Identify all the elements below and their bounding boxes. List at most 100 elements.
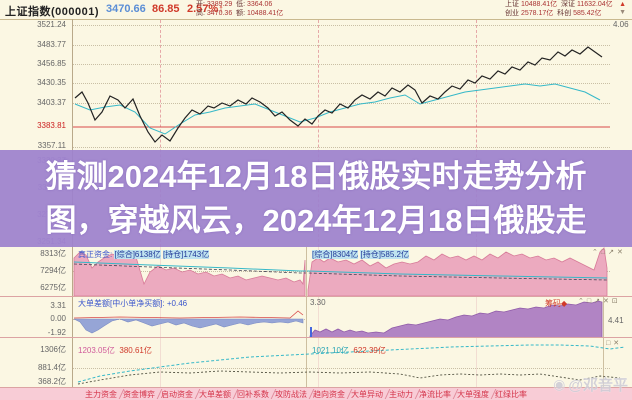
index-name: 上证指数(000001) <box>5 6 100 18</box>
close-icon[interactable]: ✕ <box>602 298 609 305</box>
gridline <box>73 45 610 46</box>
tab-indicator[interactable]: 大单强度 <box>454 389 492 400</box>
right-spine <box>603 297 604 387</box>
trend-dark-line <box>77 370 621 385</box>
pin-icon[interactable]: ⊡ <box>611 298 618 305</box>
tab-indicator[interactable]: 攻防战法 <box>272 389 310 400</box>
gridline <box>73 103 610 104</box>
diff-and-chips-chart <box>73 300 603 338</box>
funds-area-left <box>73 251 306 297</box>
gridline-vertical <box>318 20 319 247</box>
close-icon[interactable]: ✕ <box>616 249 623 256</box>
minimize-icon[interactable]: ⌃ <box>578 298 584 305</box>
tab-indicator[interactable]: 资金博弈 <box>120 389 158 400</box>
y-axis-label: 3430.35 <box>37 78 66 87</box>
maximize-icon[interactable]: □ <box>600 249 606 256</box>
header-bar: 上证指数(000001) 3470.66 86.85 2.57%↑ 开: 338… <box>0 0 632 20</box>
gridline <box>73 64 610 65</box>
prev-close-label: 3383.81 <box>37 121 66 130</box>
tab-indicator[interactable]: 红绿比率 <box>495 389 527 399</box>
watermark: ◉ @邓音平 <box>553 374 628 395</box>
funds-avg-line <box>73 261 608 279</box>
headline-line2: 图，穿越风云，2024年12月18日俄股走 <box>45 202 587 238</box>
tab-indicator[interactable]: 回补系数 <box>234 389 272 400</box>
indicator-tab-bar: 主力资金 资金博弈 启动资金 大单差额 回补系数 攻防战法 趋向资金 大单异动 … <box>0 388 632 400</box>
gridline-vertical <box>476 20 477 247</box>
tab-indicator[interactable]: 趋向资金 <box>310 389 348 400</box>
index-price: 3470.66 <box>106 3 146 15</box>
close-icon[interactable]: ✕ <box>613 340 620 347</box>
tab-indicator[interactable]: 大单差额 <box>196 389 234 400</box>
secondary-index-line <box>74 83 601 135</box>
window-controls: □ ✕ <box>606 340 619 348</box>
maximize-icon[interactable]: □ <box>586 298 592 305</box>
tab-indicator[interactable]: 主力资金 <box>82 389 120 400</box>
up-arrow-icon[interactable]: ▲ <box>619 1 626 8</box>
popout-icon[interactable]: ↗ <box>594 298 600 305</box>
gridline <box>73 25 610 26</box>
weibo-logo-icon: ◉ <box>553 376 566 392</box>
market-totals-line1: 上证 10488.41亿 深证 11632.04亿 <box>505 1 613 8</box>
tab-indicator[interactable]: 主动力 <box>386 389 416 400</box>
funds-area-right <box>307 247 608 297</box>
diff-header: 大单差额[中小单净买额]: +0.46 <box>78 299 188 308</box>
trend-y-label: 368.2亿 <box>37 377 66 386</box>
tab-indicator[interactable]: 净流比率 <box>416 389 454 400</box>
right-axis-label: 4.06 <box>613 20 629 29</box>
diff-y-label: 3.31 <box>50 301 66 310</box>
up-arrow-icon: ↑ <box>218 3 224 15</box>
trend-header-left: 1203.05亿 380.61亿 <box>78 346 152 355</box>
market-totals-line2: 创业 2578.17亿 科创 585.42亿 <box>505 10 602 17</box>
ohlc-stats-line2: 高: 3470.36 额: 10488.41亿 <box>196 10 284 17</box>
gridline-vertical <box>160 20 161 247</box>
index-price-line <box>74 46 603 143</box>
minimize-icon[interactable]: ⌃ <box>592 249 598 256</box>
diff-area <box>73 318 304 334</box>
gridline-vertical <box>160 247 161 387</box>
funds-header-right: [综合]8304亿 [持仓]585.2亿 <box>312 250 409 259</box>
headline-line1: 猜测2024年12月18日俄股实时走势分析 <box>45 158 587 194</box>
trend-y-label: 1306亿 <box>40 345 66 354</box>
chips-area <box>309 300 603 338</box>
gridline <box>73 368 610 369</box>
gridline <box>73 147 610 148</box>
funds-y-label: 6275亿 <box>40 283 66 292</box>
chips-title: 筹码◆ <box>545 299 568 308</box>
gridline-vertical <box>318 247 319 387</box>
index-change: 86.85 <box>152 3 180 15</box>
y-axis-label: 3403.37 <box>37 98 66 107</box>
diff-y-label: 0.00 <box>50 314 66 323</box>
funds-y-label: 7294亿 <box>40 266 66 275</box>
panel-separator <box>0 387 632 388</box>
diff-y-label: -1.92 <box>47 328 66 337</box>
window-divider <box>306 247 307 387</box>
y-axis-label: 3456.85 <box>37 59 66 68</box>
chips-right-label: 4.41 <box>608 316 624 325</box>
funds-area-chart <box>73 247 608 297</box>
funds-header-left: 真正资金: [综合]6138亿 [持仓]1743亿 <box>78 250 210 259</box>
trend-header-right: 1021.10亿 622.39亿 <box>312 346 386 355</box>
index-trend-chart <box>73 46 610 143</box>
funds-y-label: 8313亿 <box>40 249 66 258</box>
index-change-pct: 2.57%↑ <box>187 3 224 15</box>
headline-overlay-banner: 猜测2024年12月18日俄股实时走势分析 图，穿越风云，2024年12月18日… <box>0 150 632 247</box>
window-controls: ⌃ □ ↗ ✕ ⊡ <box>578 298 618 306</box>
panel-separator <box>0 337 632 338</box>
window-controls: ⌃ □ ↗ ✕ <box>592 249 623 257</box>
tab-indicator[interactable]: 启动资金 <box>158 389 196 400</box>
ohlc-stats-line1: 开: 3389.29 低: 3364.06 <box>196 1 273 8</box>
down-arrow-icon[interactable]: ▼ <box>619 9 626 16</box>
chips-top-label: 3.30 <box>310 298 326 307</box>
tab-indicator[interactable]: 大单异动 <box>348 389 386 400</box>
diff-red-line <box>73 310 304 319</box>
gridline <box>73 83 610 84</box>
popout-icon[interactable]: ↗ <box>608 249 614 256</box>
funds-avg-line-dark <box>73 263 608 281</box>
panel-separator <box>0 296 632 297</box>
maximize-icon[interactable]: □ <box>606 340 611 347</box>
trend-y-label: 881.4亿 <box>37 363 66 372</box>
watermark-text: @邓音平 <box>568 377 628 394</box>
y-axis-label: 3483.77 <box>37 40 66 49</box>
y-axis-label: 3357.11 <box>37 141 66 150</box>
